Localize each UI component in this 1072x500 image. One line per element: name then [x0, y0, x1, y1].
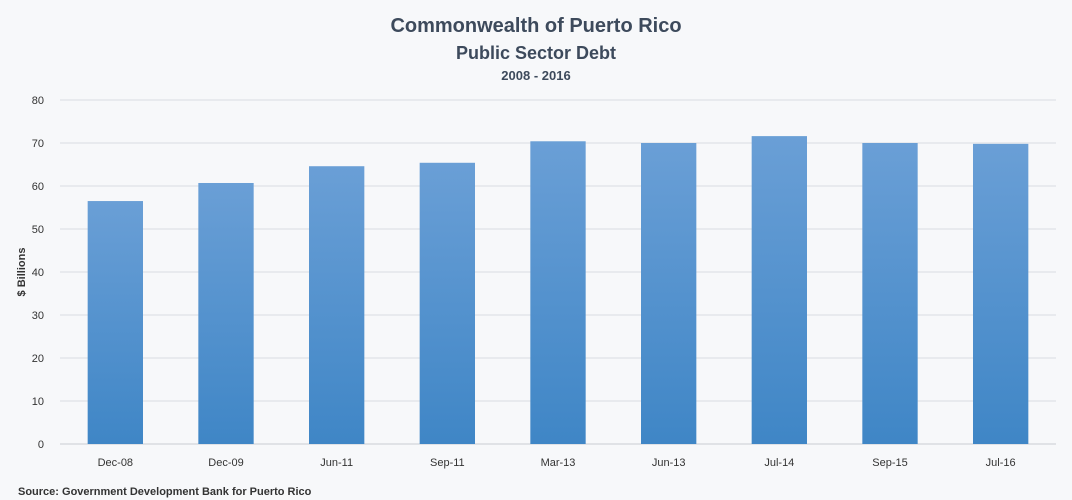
x-tick-label: Jul-14	[764, 457, 794, 469]
bar-sep-15	[862, 143, 918, 444]
chart-title: Commonwealth of Puerto Rico	[390, 15, 681, 37]
y-axis-ticks: 0 10 20 30 40 50 60 70 80	[32, 95, 44, 451]
y-tick-label: 10	[32, 396, 44, 408]
chart-subtitle: Public Sector Debt	[456, 43, 616, 63]
bar-dec-08	[87, 201, 143, 444]
y-tick-label: 40	[32, 267, 44, 279]
y-axis-title: $ Billions	[16, 248, 28, 297]
y-tick-label: 20	[32, 353, 44, 365]
y-tick-label: 70	[32, 138, 44, 150]
bar-jun-13	[641, 143, 697, 444]
bar-sep-11	[419, 162, 475, 444]
x-tick-label: Dec-08	[98, 457, 133, 469]
bars	[87, 136, 1029, 445]
bar-jul-16	[973, 143, 1029, 445]
x-tick-label: Dec-09	[208, 457, 243, 469]
x-tick-label: Sep-15	[872, 457, 907, 469]
y-tick-label: 30	[32, 310, 44, 322]
bar-mar-13	[530, 141, 586, 444]
x-tick-label: Jun-13	[652, 457, 686, 469]
y-tick-label: 50	[32, 224, 44, 236]
bar-jul-14	[751, 136, 807, 444]
source-note: Source: Government Development Bank for …	[18, 486, 312, 498]
x-tick-label: Jul-16	[986, 457, 1016, 469]
y-tick-label: 80	[32, 95, 44, 107]
x-tick-label: Jun-11	[320, 457, 353, 469]
x-axis-ticks: Dec-08 Dec-09 Jun-11 Sep-11 Mar-13 Jun-13 Jul-…	[98, 457, 1016, 469]
y-tick-label: 0	[38, 439, 44, 451]
x-tick-label: Sep-11	[430, 457, 465, 469]
chart-date-range: 2008 - 2016	[501, 68, 570, 83]
y-tick-label: 60	[32, 181, 44, 193]
bar-jun-11	[309, 166, 365, 444]
bar-dec-09	[198, 182, 254, 445]
x-tick-label: Mar-13	[541, 457, 576, 469]
